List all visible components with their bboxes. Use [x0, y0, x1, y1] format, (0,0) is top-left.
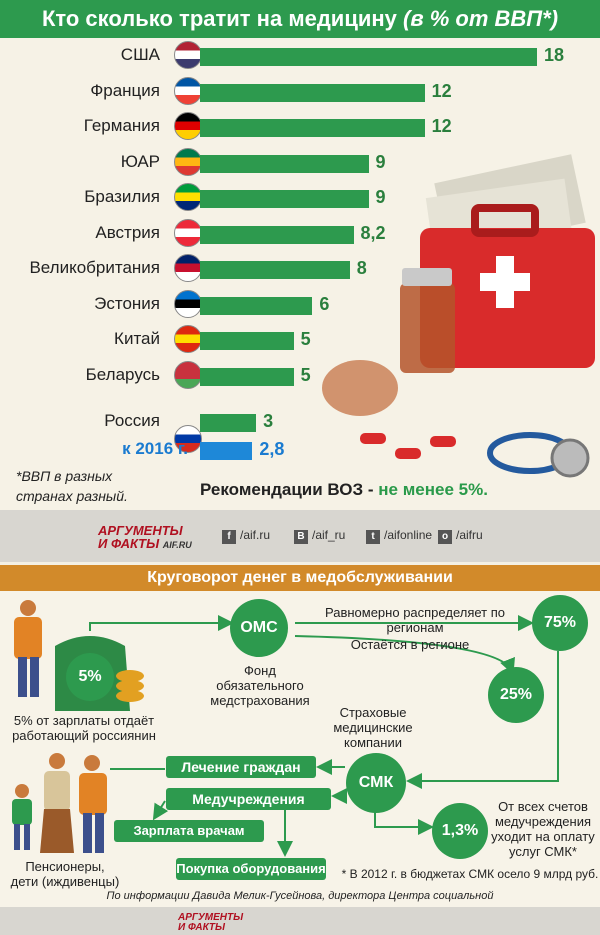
social-link[interactable]: о/aifru	[438, 528, 483, 544]
smk-description: Страховые медицинские компании	[333, 705, 413, 750]
value-label: 12	[431, 80, 452, 101]
bar	[200, 48, 537, 66]
vk-icon: В	[294, 530, 308, 544]
flag-icon	[174, 360, 202, 389]
value-label: 5	[300, 364, 311, 385]
flag-icon	[174, 41, 202, 69]
flag-icon	[174, 289, 202, 318]
money-flow-diagram: ОМС Фонд обязательного медстрахования Ра…	[0, 591, 600, 935]
who-recommendation: Рекомендации ВОЗ - не менее 5%.	[200, 480, 488, 500]
title-note: (в % от ВВП*)	[403, 6, 559, 31]
bar	[200, 119, 425, 137]
logo-top: АРГУМЕНТЫ	[98, 523, 183, 538]
institutions-pill: Медучреждения	[166, 788, 331, 810]
value-label: 18	[544, 45, 565, 65]
bar	[200, 332, 294, 350]
smk-node: СМК	[346, 753, 406, 813]
category-label: Франция	[90, 80, 160, 100]
bottom-logo-bottom: И ФАКТЫ	[178, 922, 225, 933]
dependants-label: Пенсионеры, дети (иждивенцы)	[10, 859, 120, 889]
aif-logo: АРГУМЕНТЫ И ФАКТЫ AIF.RU	[98, 524, 192, 552]
bar	[200, 414, 257, 432]
medical-kit-illustration	[322, 154, 595, 478]
category-label: Германия	[83, 116, 160, 135]
smk-footnote: * В 2012 г. в бюджетах СМК осело 9 млрд …	[341, 867, 599, 881]
value-label: 8,2	[360, 222, 386, 243]
oms-description: Фонд обязательного медстрахования	[210, 663, 310, 708]
value-label: 9	[375, 187, 386, 207]
worker-description: 5% от зарплаты отдаёт работающий россиян…	[12, 713, 156, 743]
category-label: Россия	[104, 411, 160, 430]
category-label: к 2016 г.	[122, 439, 188, 458]
bar	[200, 225, 354, 244]
bottom-aif-logo: АРГУМЕНТЫ И ФАКТЫ	[178, 913, 243, 933]
value-label: 5	[300, 329, 311, 349]
social-link[interactable]: f/aif.ru	[222, 528, 270, 544]
stays-label: Остаётся в регионе	[350, 637, 470, 652]
value-label: 6	[319, 293, 330, 314]
flag-icon	[174, 254, 202, 282]
social-bar: АРГУМЕНТЫ И ФАКТЫ AIF.RU f/aif.ru В/aif_ru…	[0, 510, 600, 562]
value-label: 2,8	[259, 439, 285, 459]
value-label: 9	[375, 151, 386, 172]
social-link-text: /aifru	[456, 528, 483, 542]
who-text: Рекомендации ВОЗ -	[200, 480, 379, 499]
flag-icon	[174, 147, 202, 176]
oms-node: ОМС	[230, 599, 288, 657]
value-label: 8	[356, 258, 367, 278]
logo-bottom: И ФАКТЫ	[98, 536, 160, 551]
flag-icon	[174, 218, 202, 247]
node-13: 1,3%	[432, 803, 488, 859]
social-link-text: /aif.ru	[240, 528, 271, 542]
bar	[200, 296, 313, 315]
social-link[interactable]: В/aif_ru	[294, 528, 345, 544]
value-label: 12	[431, 116, 452, 136]
salary-pill: Зарплата врачам	[114, 820, 264, 842]
bar	[200, 154, 369, 173]
bar	[200, 190, 369, 208]
node-25: 25%	[488, 667, 544, 723]
social-link-text: /aif_ru	[312, 528, 346, 542]
bar	[200, 261, 350, 279]
odnoklassniki-icon: о	[438, 530, 452, 544]
value-label: 3	[263, 411, 274, 431]
bottom-social-bar: АРГУМЕНТЫ И ФАКТЫ	[0, 907, 600, 935]
category-label: ЮАР	[120, 151, 160, 171]
equipment-pill: Покупка оборудования	[176, 858, 326, 880]
title-text: Кто сколько тратит на медицину	[41, 6, 397, 31]
logo-domain: AIF.RU	[162, 540, 192, 550]
flag-icon	[174, 76, 202, 105]
facebook-icon: f	[222, 530, 236, 544]
dependants-figure	[12, 753, 107, 853]
flag-icon	[174, 183, 202, 211]
category-label: США	[120, 45, 160, 64]
node-5: 5%	[66, 653, 114, 701]
social-link-text: /aifonline	[384, 528, 433, 542]
node-75: 75%	[532, 595, 588, 651]
flag-icon	[174, 325, 202, 353]
page-title: Кто сколько тратит на медицину (в % от В…	[0, 0, 600, 38]
social-link[interactable]: t/aifonline	[366, 528, 432, 544]
gdp-footnote: *ВВП в разных странах разный.	[16, 468, 128, 504]
bar	[200, 367, 294, 386]
category-label: Эстония	[94, 293, 160, 313]
bottom-logo-top: АРГУМЕНТЫ	[178, 912, 244, 923]
worker-figure	[14, 600, 42, 697]
smk-note: От всех счетов медучреждения уходит на о…	[491, 799, 595, 859]
flow-title: Круговорот денег в медобслуживании	[0, 565, 600, 591]
bar	[200, 442, 253, 460]
bar	[200, 83, 425, 102]
twitter-icon: t	[366, 530, 380, 544]
distribute-label: Равномерно распределяет по регионам	[324, 605, 506, 635]
who-value: не менее 5%.	[378, 480, 488, 499]
category-label: Китай	[114, 329, 160, 348]
category-label: Бразилия	[84, 187, 160, 206]
treatment-pill: Лечение граждан	[166, 756, 316, 778]
flag-icon	[174, 425, 202, 453]
category-label: Беларусь	[85, 364, 160, 384]
bar-chart: США 18 Франция 12 Германия 12 ЮАР 9 Бразилия 9 Авс…	[0, 38, 600, 510]
category-label: Великобритания	[29, 258, 160, 277]
flag-icon	[174, 112, 202, 140]
category-label: Австрия	[95, 222, 160, 242]
